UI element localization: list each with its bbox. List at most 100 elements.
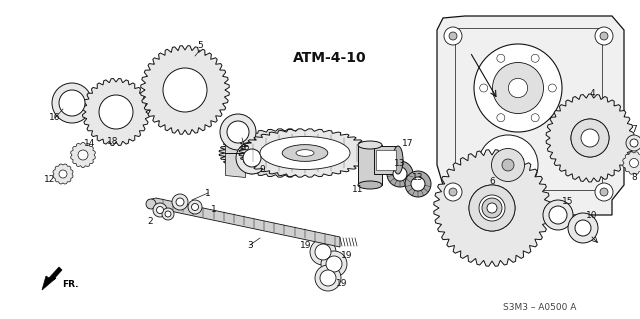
Circle shape [220,114,256,150]
Circle shape [191,204,198,211]
Text: 8: 8 [631,174,637,182]
Text: 15: 15 [563,197,573,206]
Text: S3M3 – A0500 A: S3M3 – A0500 A [503,303,577,313]
Circle shape [497,114,505,122]
Ellipse shape [146,199,156,209]
Text: 10: 10 [586,211,598,219]
Circle shape [310,239,336,265]
Circle shape [568,213,598,243]
Polygon shape [83,78,150,145]
Text: 5: 5 [197,41,203,50]
Polygon shape [219,129,351,177]
Polygon shape [358,145,382,185]
Circle shape [243,149,261,167]
Circle shape [630,159,639,167]
Text: 13: 13 [394,159,406,167]
Text: 12: 12 [44,175,56,184]
Text: 19: 19 [336,278,348,287]
Ellipse shape [282,145,328,161]
Text: 19: 19 [341,251,353,261]
Text: 3: 3 [247,241,253,249]
Circle shape [444,27,462,45]
Circle shape [571,119,609,157]
Circle shape [449,32,457,40]
Circle shape [469,185,515,231]
Text: 1: 1 [211,205,217,214]
Circle shape [531,114,539,122]
Circle shape [315,265,341,291]
Circle shape [157,206,163,213]
Text: 16: 16 [239,144,251,152]
Circle shape [531,54,539,62]
Text: ATM-4-10: ATM-4-10 [293,51,367,65]
Circle shape [172,194,188,210]
Circle shape [493,63,543,114]
Circle shape [478,135,538,195]
Circle shape [630,139,638,147]
Polygon shape [374,146,398,174]
Polygon shape [623,152,640,174]
Text: 6: 6 [489,177,495,187]
Circle shape [595,27,613,45]
Polygon shape [148,198,340,247]
Circle shape [162,208,174,220]
Circle shape [59,90,85,116]
Circle shape [626,135,640,151]
Text: 16: 16 [49,114,61,122]
Text: 18: 18 [108,137,119,146]
Circle shape [469,185,515,231]
Polygon shape [437,16,624,215]
Circle shape [600,188,608,196]
Circle shape [479,195,505,221]
Circle shape [502,159,514,171]
Polygon shape [239,129,371,177]
Circle shape [176,198,184,206]
Polygon shape [42,267,62,290]
Circle shape [165,211,171,217]
Circle shape [548,84,556,92]
Circle shape [78,150,88,160]
Text: 19: 19 [300,241,312,249]
Polygon shape [376,150,396,170]
Polygon shape [53,164,73,184]
Ellipse shape [358,141,382,149]
Circle shape [575,220,591,236]
Circle shape [236,142,268,174]
Polygon shape [141,46,229,134]
Circle shape [387,161,413,187]
Circle shape [405,171,431,197]
Polygon shape [546,94,634,182]
Circle shape [188,200,202,214]
Circle shape [482,198,502,218]
Text: 4: 4 [589,90,595,99]
Circle shape [543,200,573,230]
Circle shape [326,256,342,272]
Ellipse shape [296,150,314,156]
Circle shape [163,68,207,112]
Circle shape [449,188,457,196]
Circle shape [320,270,336,286]
Circle shape [321,251,347,277]
Circle shape [492,149,525,182]
Text: 9: 9 [259,166,265,174]
Circle shape [99,95,133,129]
Circle shape [487,203,497,213]
Circle shape [508,78,527,98]
Circle shape [497,54,505,62]
Circle shape [571,119,609,157]
Circle shape [315,244,331,260]
Circle shape [59,170,67,178]
Circle shape [411,177,425,191]
Circle shape [444,183,462,201]
Text: 2: 2 [147,218,153,226]
Circle shape [393,167,407,181]
Polygon shape [70,143,95,167]
Ellipse shape [260,137,350,169]
Circle shape [595,183,613,201]
Text: 7: 7 [631,125,637,135]
Polygon shape [434,150,550,266]
Circle shape [153,203,167,217]
Text: 17: 17 [403,138,413,147]
Circle shape [480,84,488,92]
Text: 14: 14 [84,138,96,147]
